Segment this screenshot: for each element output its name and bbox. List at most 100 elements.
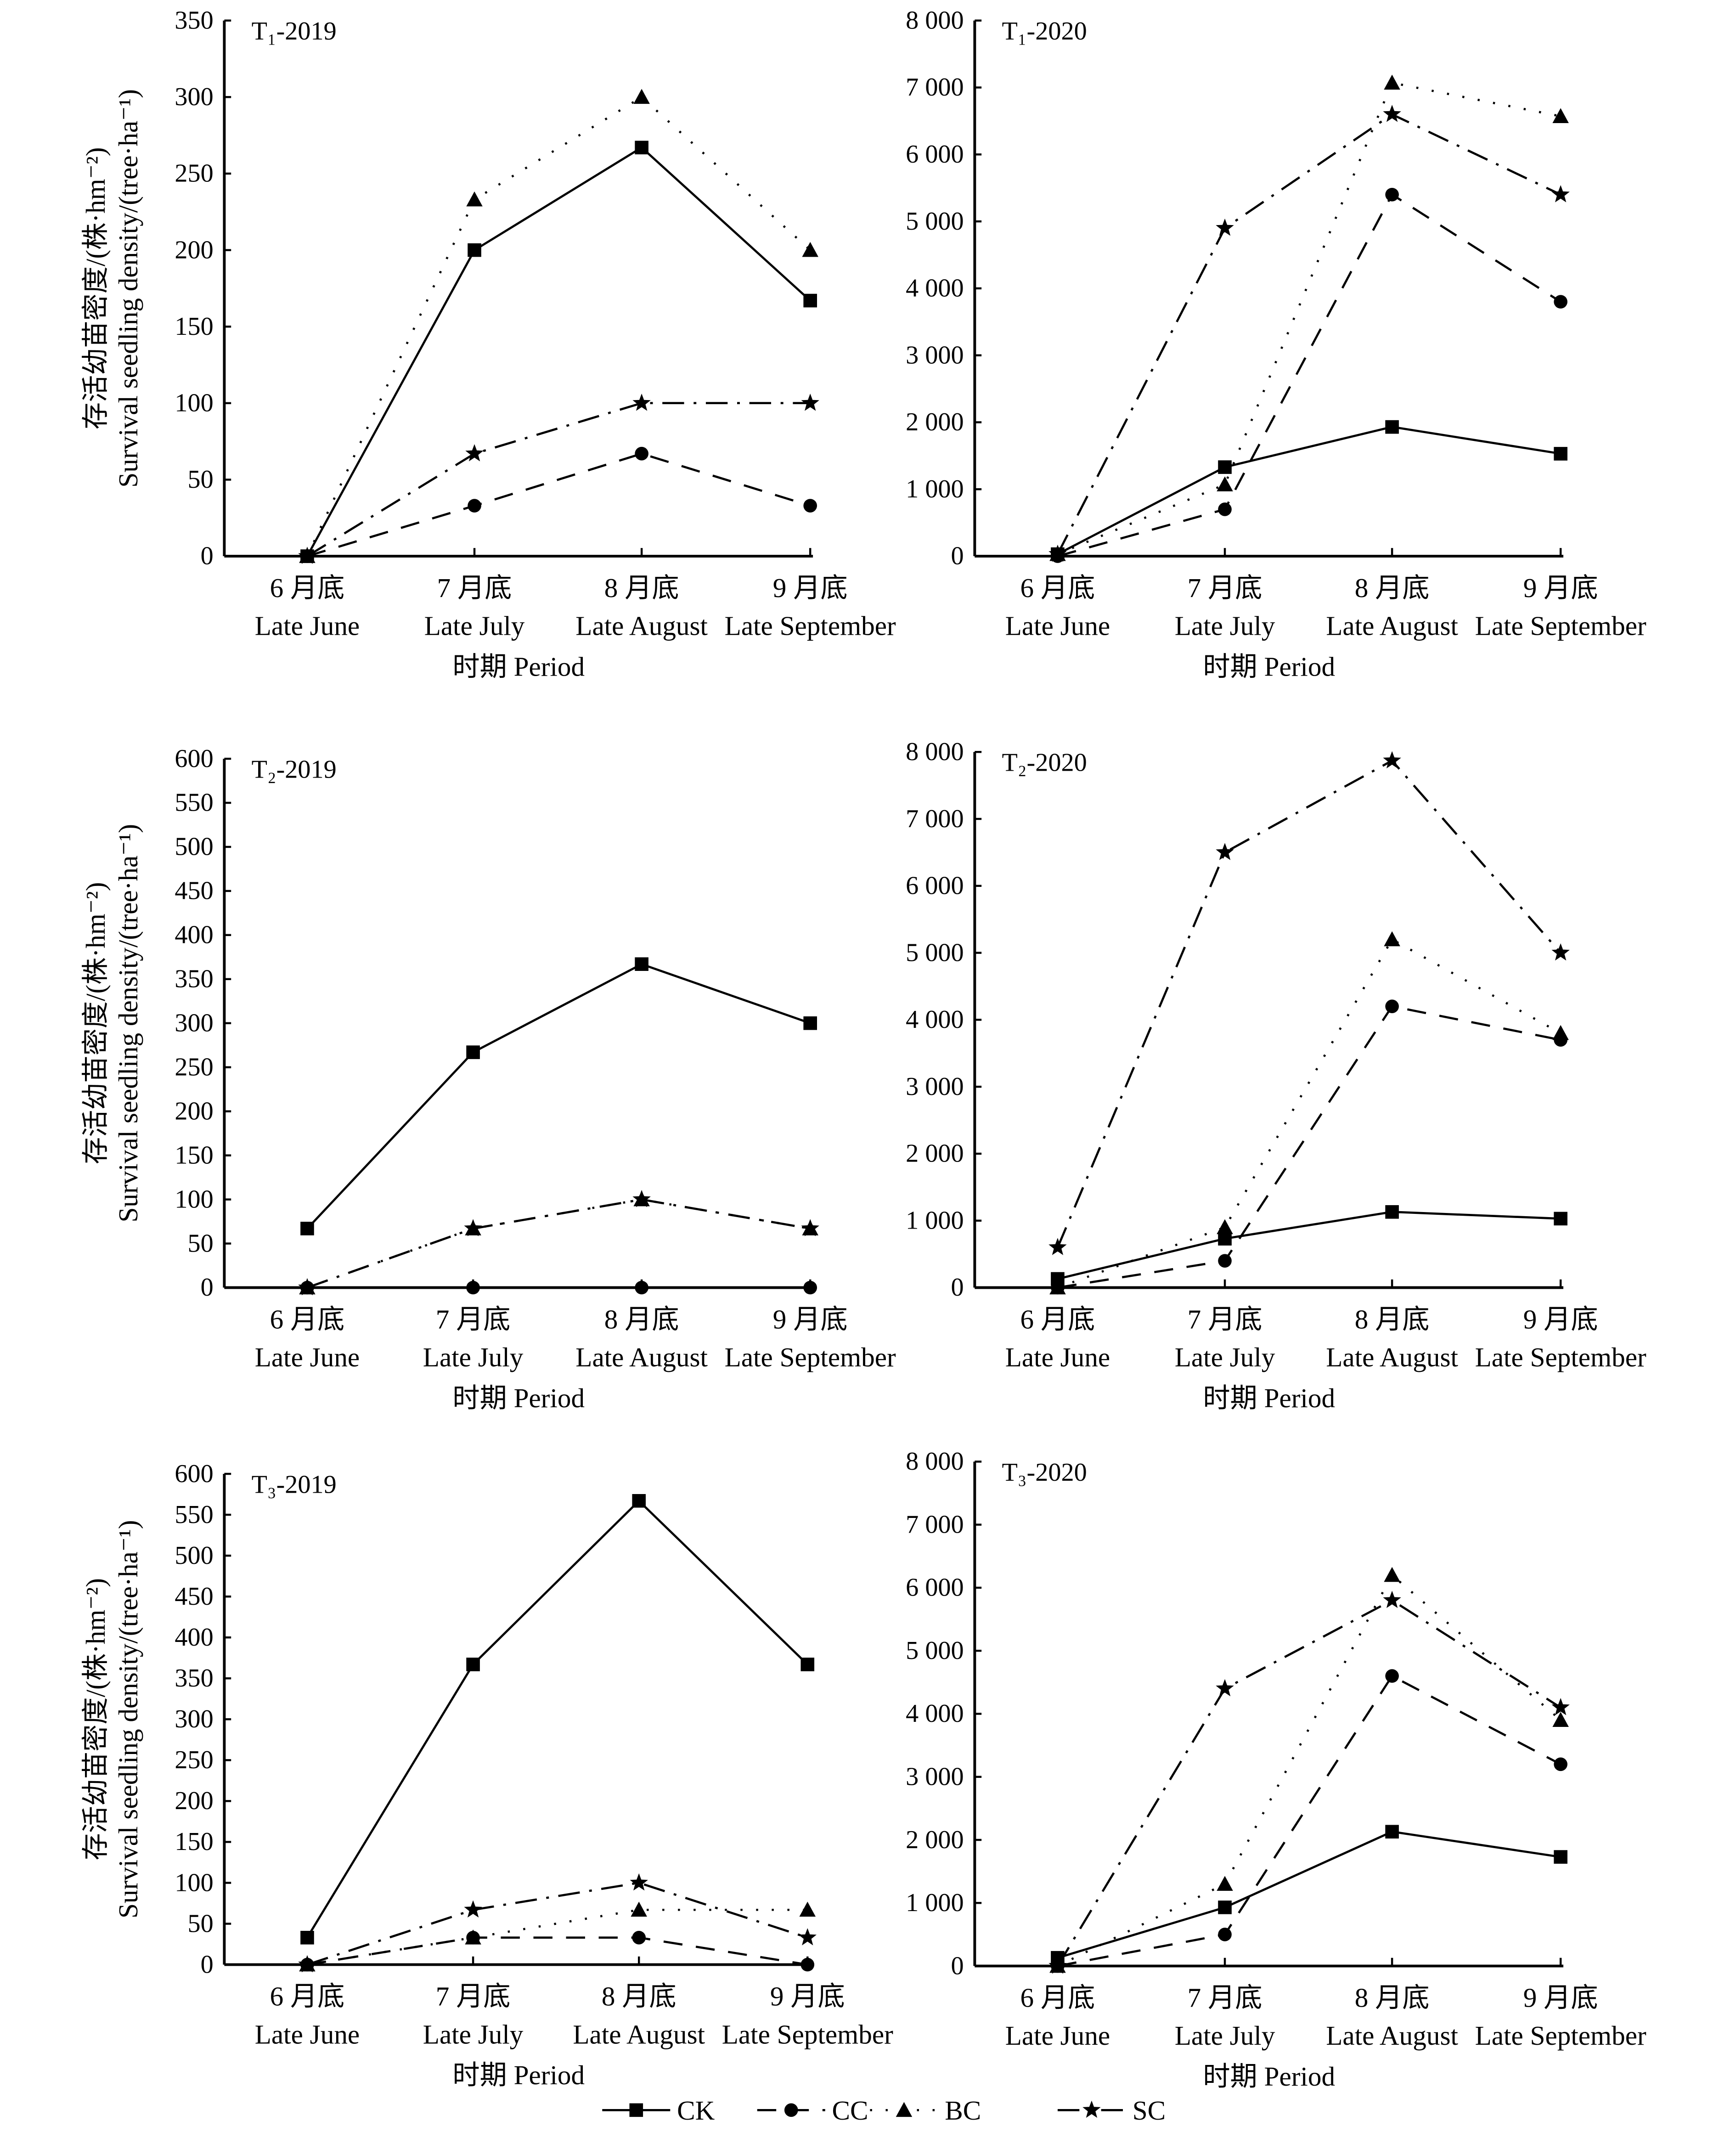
y-tick-label: 2 000: [906, 408, 964, 436]
data-point-ck: [300, 1931, 314, 1945]
data-point-ck: [1554, 1850, 1567, 1864]
x-tick-label: Late June: [255, 1342, 360, 1372]
panel-title: T₃-2019: [252, 1470, 337, 1499]
y-tick-label: 450: [175, 1582, 213, 1611]
series-line-bc: [1057, 938, 1561, 1289]
data-point-bc: [466, 191, 483, 207]
series-cc: [300, 446, 817, 563]
chart-panel-1: 0 50 100 150 200 250 300 350 6 月底 Late June 7 月底 La…: [80, 6, 896, 682]
x-tick-label: Late August: [573, 2019, 705, 2049]
data-point-ck: [800, 1658, 815, 1671]
data-point-bc: [802, 242, 818, 257]
data-point-sc: [1551, 943, 1570, 961]
x-tick-label: Late September: [725, 1342, 896, 1372]
y-tick-label: 150: [175, 1827, 213, 1856]
x-tick-label-cn: 7 月底: [1188, 1304, 1263, 1334]
chart-panel-6: 0 1 000 2 000 3 000 4 000 5 000 6 000 7 000 8 00…: [906, 1447, 1646, 2092]
y-tick-label: 200: [175, 1787, 213, 1815]
series-line-sc: [306, 402, 811, 557]
y-tick-label: 300: [175, 1009, 213, 1038]
series-line-ck: [1057, 1211, 1561, 1280]
x-tick-label-cn: 7 月底: [436, 1304, 511, 1334]
y-tick-label: 50: [187, 1909, 213, 1938]
y-tick-label: 3 000: [906, 1763, 964, 1791]
data-point-bc: [1552, 1025, 1569, 1040]
data-point-cc: [1218, 1254, 1232, 1268]
data-point-cc: [803, 499, 817, 513]
legend-item-sc: SC: [1057, 2095, 1166, 2126]
y-axis-title: Survival seedling density/(tree·ha⁻¹): [113, 824, 143, 1223]
y-tick-label: 7 000: [906, 73, 964, 102]
x-tick-label-cn: 8 月底: [1355, 573, 1430, 603]
y-tick-label: 350: [175, 6, 213, 34]
series-line-ck: [1057, 1830, 1561, 1959]
y-tick-label: 4 000: [906, 1005, 964, 1034]
data-point-ck: [300, 1222, 314, 1235]
data-point-ck: [468, 243, 481, 257]
chart-panel-2: 0 1 000 2 000 3 000 4 000 5 000 6 000 7 000 8 00…: [906, 6, 1646, 682]
series-line-sc: [1056, 759, 1561, 1248]
series-line-cc: [307, 1936, 808, 1966]
x-tick-label: Late August: [1326, 611, 1458, 641]
series-line-bc: [1057, 81, 1561, 555]
y-tick-label: 400: [175, 921, 213, 949]
x-axis-title: 时期 Period: [1203, 651, 1335, 682]
data-point-ck: [1554, 1212, 1567, 1226]
series-line-cc: [1057, 1005, 1561, 1289]
data-point-sc: [465, 444, 484, 462]
data-point-ck: [635, 957, 648, 971]
y-tick-label: 100: [175, 389, 213, 417]
data-point-sc: [801, 394, 819, 411]
y-tick-label: 0: [201, 1273, 214, 1302]
series-line-ck: [306, 146, 811, 557]
legend-label: CC: [832, 2095, 868, 2126]
data-point-sc: [464, 1900, 482, 1918]
series-ck: [300, 141, 817, 563]
y-tick-label: 550: [175, 1500, 213, 1529]
x-tick-label: Late July: [423, 1342, 524, 1372]
x-tick-label-cn: 6 月底: [1020, 1982, 1095, 2013]
x-tick-label: Late August: [1326, 1342, 1458, 1372]
series-bc: [299, 1901, 816, 1972]
y-tick-label: 7 000: [906, 1510, 964, 1539]
data-point-sc: [298, 1278, 316, 1296]
series-bc: [299, 89, 818, 563]
y-tick-label: 5 000: [906, 938, 964, 967]
series-line-cc: [1057, 193, 1561, 558]
x-tick-label: Late September: [1475, 611, 1646, 641]
y-tick-label: 1 000: [906, 1206, 964, 1235]
x-tick-label-cn: 9 月底: [1523, 573, 1598, 603]
data-point-sc: [1048, 544, 1067, 562]
data-point-bc: [1384, 74, 1400, 90]
x-tick-label: Late June: [1005, 611, 1110, 641]
y-tick-label: 600: [175, 745, 213, 773]
data-point-ck: [1218, 1901, 1232, 1914]
y-tick-label: 6 000: [906, 140, 964, 169]
x-tick-label-cn: 9 月底: [773, 573, 848, 603]
series-sc: [1048, 105, 1570, 562]
data-point-ck: [803, 293, 817, 308]
y-tick-label: 50: [187, 465, 213, 494]
data-point-sc: [1551, 185, 1570, 203]
x-axis-title: 时期 Period: [452, 1383, 585, 1413]
y-tick-label: 500: [175, 833, 213, 861]
data-point-sc: [1216, 843, 1234, 860]
data-point-bc: [1217, 1219, 1233, 1235]
x-tick-label-cn: 8 月底: [1355, 1982, 1430, 2013]
data-point-bc: [1049, 1279, 1066, 1295]
data-point-sc: [1551, 1698, 1570, 1715]
data-point-bc: [1552, 1712, 1569, 1727]
series-bc: [1049, 1567, 1569, 1973]
y-tick-label: 350: [175, 1664, 213, 1692]
series-line-bc: [1057, 1573, 1561, 1967]
data-point-ck: [803, 1016, 817, 1030]
data-point-ck: [632, 1494, 646, 1508]
x-axis-title: 时期 Period: [452, 651, 585, 682]
y-axis-title: Survival seedling density/(tree·ha⁻¹): [113, 89, 143, 487]
y-tick-label: 5 000: [906, 1636, 964, 1665]
y-tick-label: 250: [175, 159, 213, 188]
y-tick-label: 4 000: [906, 1699, 964, 1728]
y-tick-label: 300: [175, 83, 213, 111]
y-tick-label: 400: [175, 1623, 213, 1652]
panel-title: T₂-2020: [1002, 749, 1087, 777]
